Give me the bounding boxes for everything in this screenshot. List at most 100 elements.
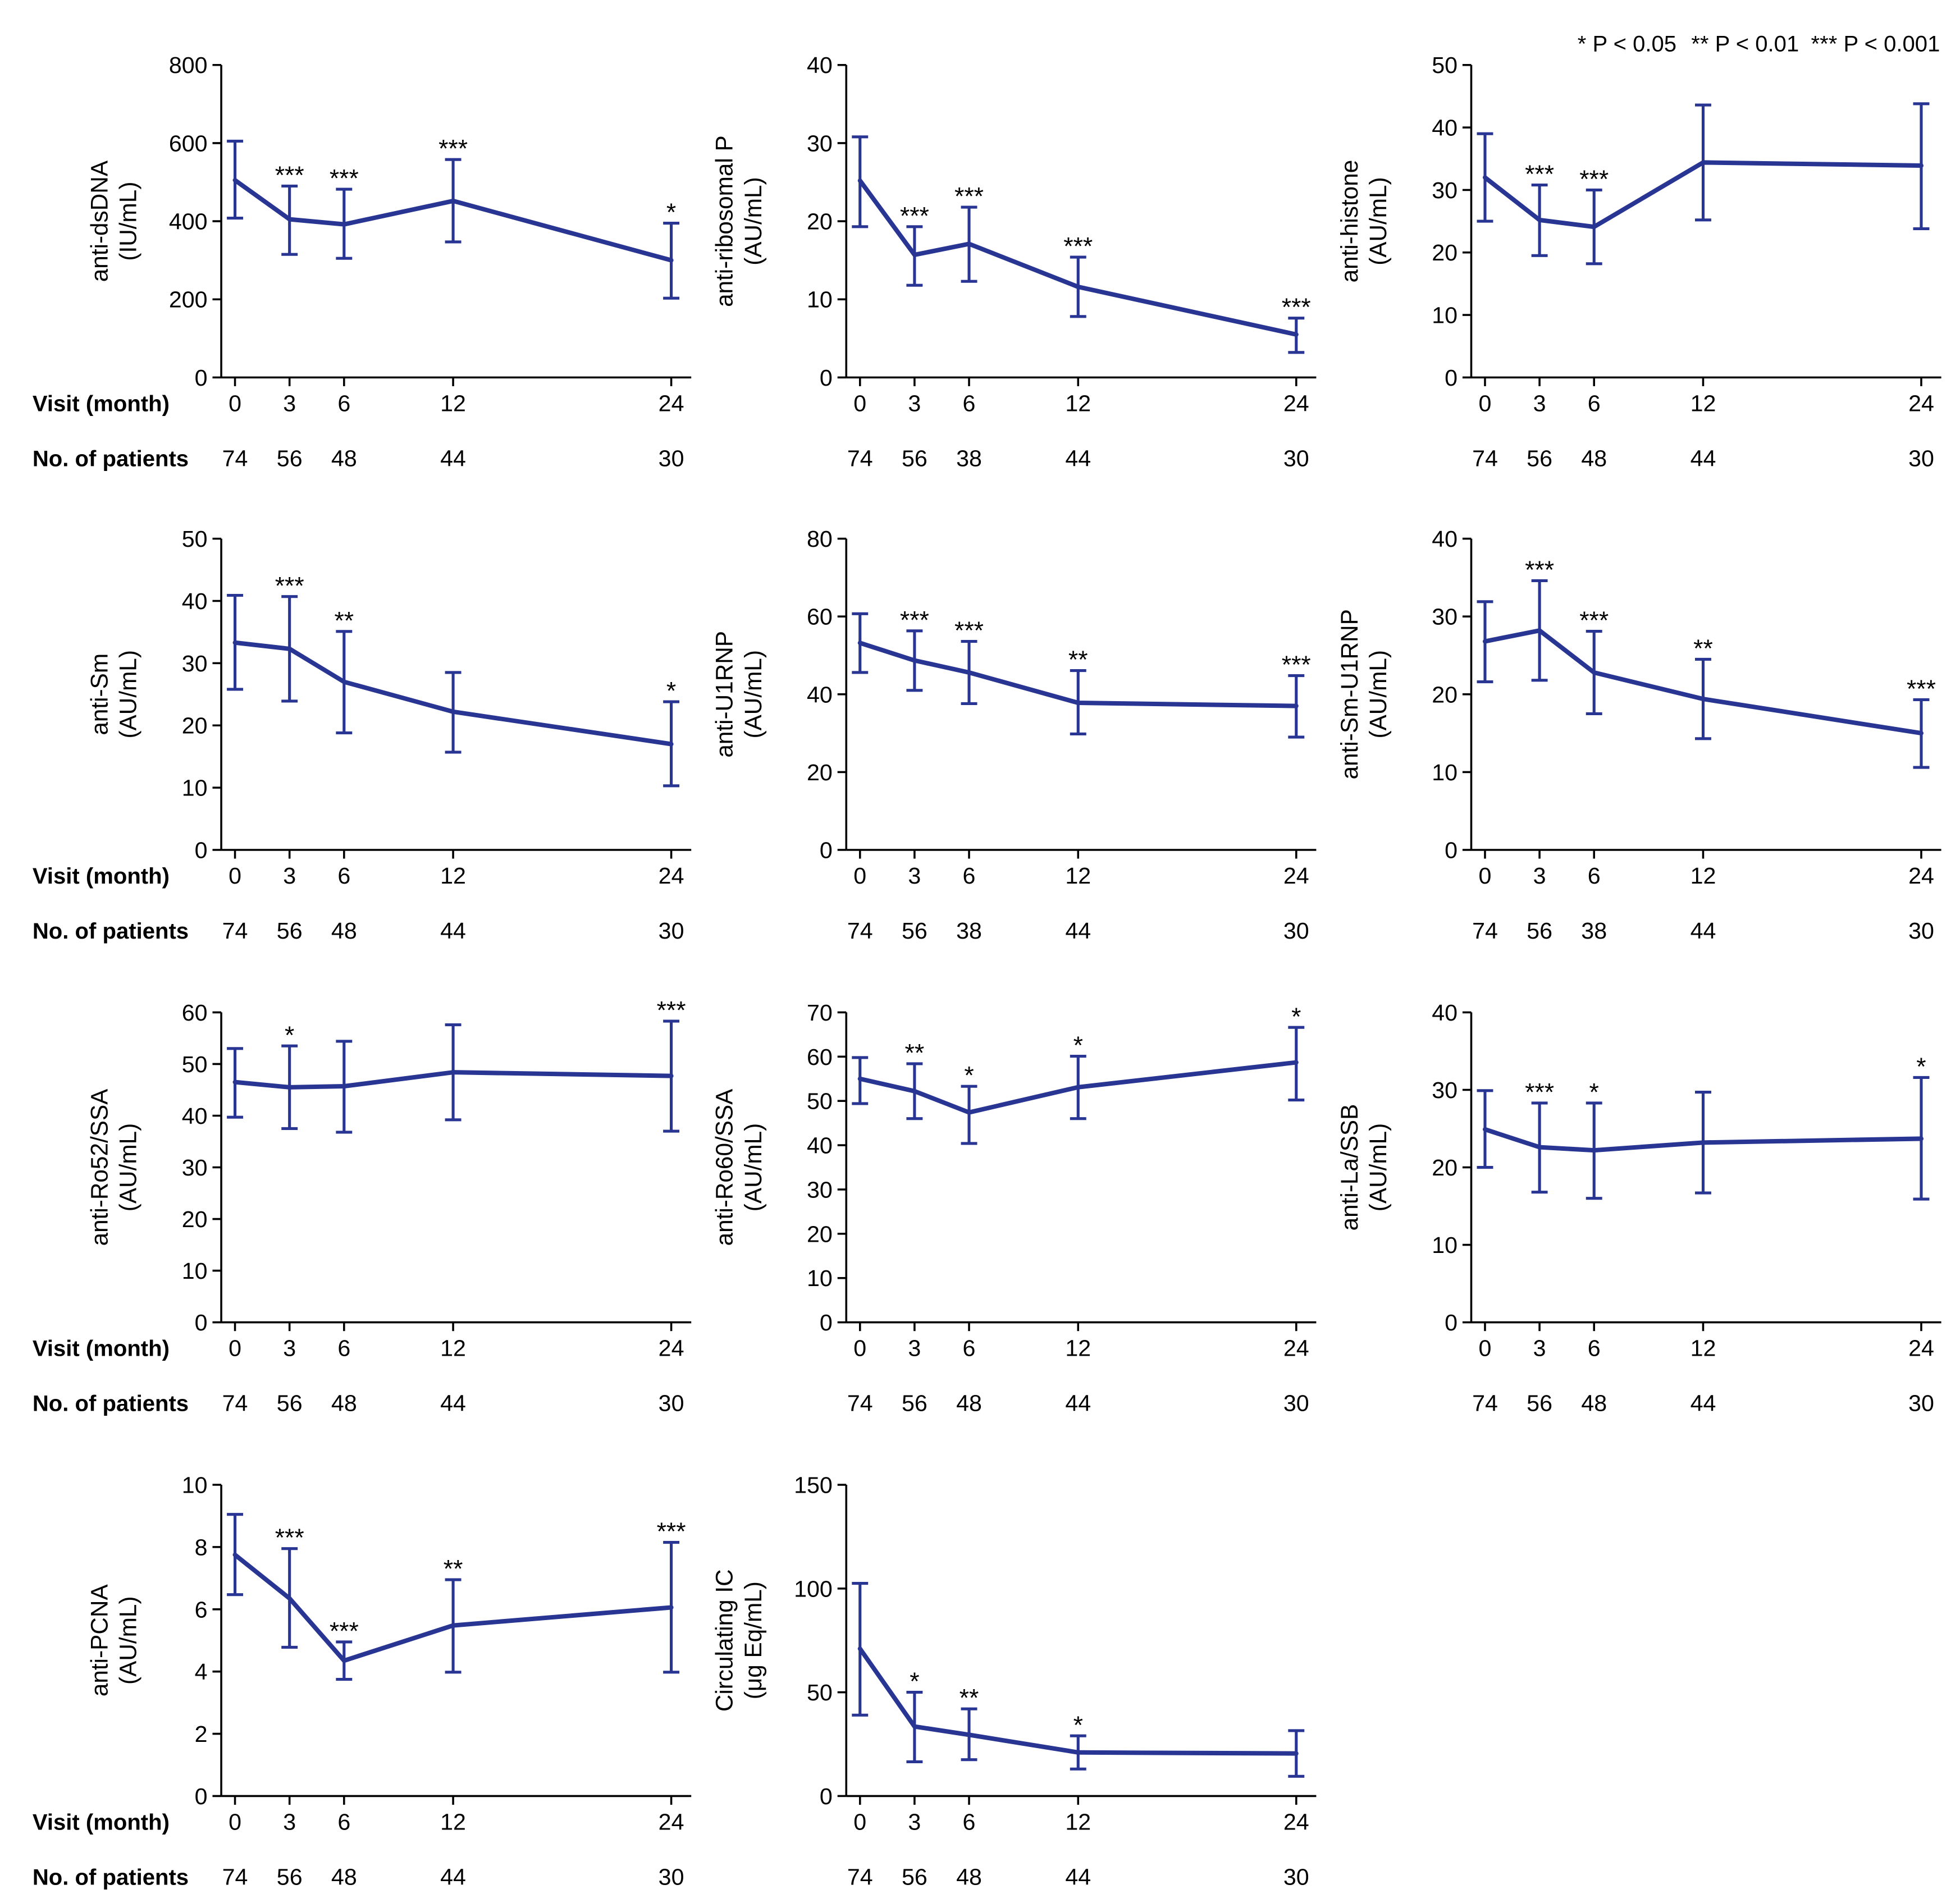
anti-sm-mean-line (232, 640, 674, 747)
anti-la-ssb-y-unit: (AU/mL) (1365, 1123, 1391, 1211)
anti-ro60-ssa-x-tick-label-4: 24 (1283, 1335, 1309, 1361)
anti-ro60-ssa-y-tick-label-0: 0 (820, 1310, 833, 1335)
circulating-ic-y-tick-label-3: 150 (794, 1472, 833, 1498)
anti-dsdna-y-unit: (IU/mL) (115, 182, 141, 261)
anti-ribosomal-p-x-tick-label-3: 12 (1065, 391, 1091, 417)
anti-histone-x-tick-label-2: 6 (1588, 391, 1601, 417)
anti-ribosomal-p-y-label: anti-ribosomal P (711, 135, 738, 307)
anti-sm-u1rnp-significance-month-12: ** (1693, 635, 1713, 662)
anti-histone-x-tick-label-3: 12 (1691, 391, 1716, 417)
anti-dsdna-significance-month-24: * (666, 199, 676, 226)
visit-month-label-row-4: Visit (month) (33, 1810, 170, 1835)
anti-sm-u1rnp-patients-count-2: 38 (1581, 918, 1607, 944)
anti-ro60-ssa-x-tick-label-3: 12 (1065, 1335, 1091, 1361)
anti-la-ssb-x-tick-label-2: 6 (1588, 1335, 1601, 1361)
anti-ro52-ssa-x-tick-label-1: 3 (283, 1335, 296, 1361)
anti-dsdna-x-tick-label-4: 24 (659, 391, 684, 417)
anti-ro52-ssa-y-label: anti-Ro52/SSA (86, 1088, 112, 1246)
anti-la-ssb-x-tick-label-4: 24 (1908, 1335, 1934, 1361)
anti-u1rnp-y-tick-label-2: 40 (807, 681, 833, 707)
anti-dsdna-y-tick-label-3: 600 (169, 130, 208, 156)
anti-ribosomal-p-patients-count-2: 38 (956, 445, 982, 471)
anti-la-ssb-patients-count-3: 44 (1691, 1390, 1716, 1416)
anti-dsdna-x-tick-label-2: 6 (337, 391, 350, 417)
anti-sm-u1rnp-x-tick-label-0: 0 (1479, 863, 1492, 889)
legend-p-0-001: *** P < 0.001 (1811, 31, 1940, 56)
anti-histone-significance-month-3: *** (1525, 161, 1554, 188)
anti-dsdna-patients-count-2: 48 (331, 445, 357, 471)
anti-sm-u1rnp-patients-count-0: 74 (1472, 918, 1498, 944)
anti-sm-x-tick-label-1: 3 (283, 863, 296, 889)
circulating-ic-y-tick-label-2: 100 (794, 1576, 833, 1602)
patients-label-row-3: No. of patients (33, 1392, 189, 1416)
anti-ro52-ssa-significance-month-3: * (285, 1022, 294, 1049)
anti-ro52-ssa-x-tick-label-4: 24 (659, 1335, 684, 1361)
panel-anti-ribosomal-p: 0 10 20 30 40 0 74 3 56 6 38 12 44 24 30 anti-ribosomal… (711, 52, 1317, 471)
anti-histone-x-tick-label-0: 0 (1479, 391, 1492, 417)
anti-ro60-ssa-x-tick-label-1: 3 (908, 1335, 921, 1361)
anti-pcna-patients-count-2: 48 (331, 1864, 357, 1890)
anti-ro60-ssa-y-tick-label-7: 70 (807, 1000, 833, 1026)
anti-ribosomal-p-x-tick-label-1: 3 (908, 391, 921, 417)
anti-pcna-y-label: anti-PCNA (86, 1584, 112, 1697)
anti-ribosomal-p-y-unit: (AU/mL) (740, 177, 766, 265)
anti-dsdna-patients-count-4: 30 (659, 445, 684, 471)
circulating-ic-x-tick-label-4: 24 (1283, 1809, 1309, 1835)
anti-sm-x-tick-label-4: 24 (659, 863, 684, 889)
anti-la-ssb-y-tick-label-2: 20 (1432, 1155, 1458, 1181)
anti-histone-patients-count-4: 30 (1908, 445, 1934, 471)
anti-la-ssb-patients-count-4: 30 (1908, 1390, 1934, 1416)
circulating-ic-y-tick-label-0: 0 (820, 1783, 833, 1809)
anti-u1rnp-y-label: anti-U1RNP (711, 631, 738, 758)
anti-u1rnp-y-unit: (AU/mL) (740, 650, 766, 738)
anti-ribosomal-p-y-tick-label-4: 40 (807, 52, 833, 78)
anti-histone-y-tick-label-1: 10 (1432, 303, 1458, 328)
anti-sm-u1rnp-y-unit: (AU/mL) (1365, 650, 1391, 738)
anti-sm-significance-month-6: ** (334, 607, 354, 634)
anti-u1rnp-significance-month-6: *** (954, 617, 984, 644)
anti-ro60-ssa-patients-count-0: 74 (847, 1390, 873, 1416)
panel-anti-histone: 0 10 20 30 40 50 0 74 3 56 6 48 12 44 24 30 anti-histone… (1336, 52, 1941, 471)
anti-ro60-ssa-patients-count-1: 56 (902, 1390, 928, 1416)
anti-dsdna-y-label: anti-dsDNA (86, 160, 112, 282)
anti-ro60-ssa-y-tick-label-6: 60 (807, 1044, 833, 1070)
anti-dsdna-x-tick-label-1: 3 (283, 391, 296, 417)
anti-pcna-patients-count-1: 56 (277, 1864, 303, 1890)
anti-dsdna-y-tick-label-4: 800 (169, 52, 208, 78)
anti-ribosomal-p-patients-count-0: 74 (847, 445, 873, 471)
anti-ribosomal-p-x-tick-label-0: 0 (853, 391, 866, 417)
circulating-ic-x-tick-label-1: 3 (908, 1809, 921, 1835)
anti-sm-u1rnp-patients-count-1: 56 (1527, 918, 1552, 944)
anti-ro52-ssa-mean-line (232, 1070, 674, 1090)
anti-histone-patients-count-2: 48 (1581, 445, 1607, 471)
visit-month-label-row-2: Visit (month) (33, 864, 170, 889)
anti-histone-x-tick-label-1: 3 (1533, 391, 1546, 417)
anti-sm-u1rnp-y-tick-label-2: 20 (1432, 681, 1458, 707)
anti-sm-u1rnp-y-tick-label-1: 10 (1432, 760, 1458, 785)
anti-sm-y-unit: (AU/mL) (115, 650, 141, 738)
anti-ro52-ssa-x-tick-label-2: 6 (337, 1335, 350, 1361)
anti-ribosomal-p-significance-month-3: *** (900, 202, 929, 230)
anti-ribosomal-p-x-tick-label-2: 6 (963, 391, 976, 417)
anti-u1rnp-patients-count-3: 44 (1065, 918, 1091, 944)
anti-sm-u1rnp-x-tick-label-3: 12 (1691, 863, 1716, 889)
anti-la-ssb-patients-count-0: 74 (1472, 1390, 1498, 1416)
anti-dsdna-y-tick-label-1: 200 (169, 287, 208, 313)
anti-la-ssb-x-tick-label-1: 3 (1533, 1335, 1546, 1361)
anti-histone-y-label: anti-histone (1336, 160, 1363, 283)
panel-anti-ro60-ssa: 0 10 20 30 40 50 60 70 0 74 3 56 6 48 12 44 24 30 anti-Ro6… (711, 1000, 1317, 1416)
anti-ribosomal-p-patients-count-4: 30 (1283, 445, 1309, 471)
anti-la-ssb-patients-count-2: 48 (1581, 1390, 1607, 1416)
anti-sm-significance-month-3: *** (275, 572, 304, 600)
anti-dsdna-x-tick-label-0: 0 (229, 391, 241, 417)
anti-la-ssb-significance-month-24: * (1916, 1053, 1926, 1081)
anti-ribosomal-p-mean-line (857, 178, 1299, 337)
anti-sm-y-label: anti-Sm (86, 653, 112, 735)
anti-sm-patients-count-3: 44 (440, 918, 466, 944)
anti-sm-u1rnp-mean-line (1482, 628, 1924, 736)
anti-histone-patients-count-0: 74 (1472, 445, 1498, 471)
anti-sm-y-tick-label-2: 20 (182, 713, 208, 739)
anti-pcna-significance-month-12: ** (444, 1556, 463, 1583)
visit-month-label-row-3: Visit (month) (33, 1337, 170, 1361)
visit-month-label-row-1: Visit (month) (33, 392, 170, 417)
